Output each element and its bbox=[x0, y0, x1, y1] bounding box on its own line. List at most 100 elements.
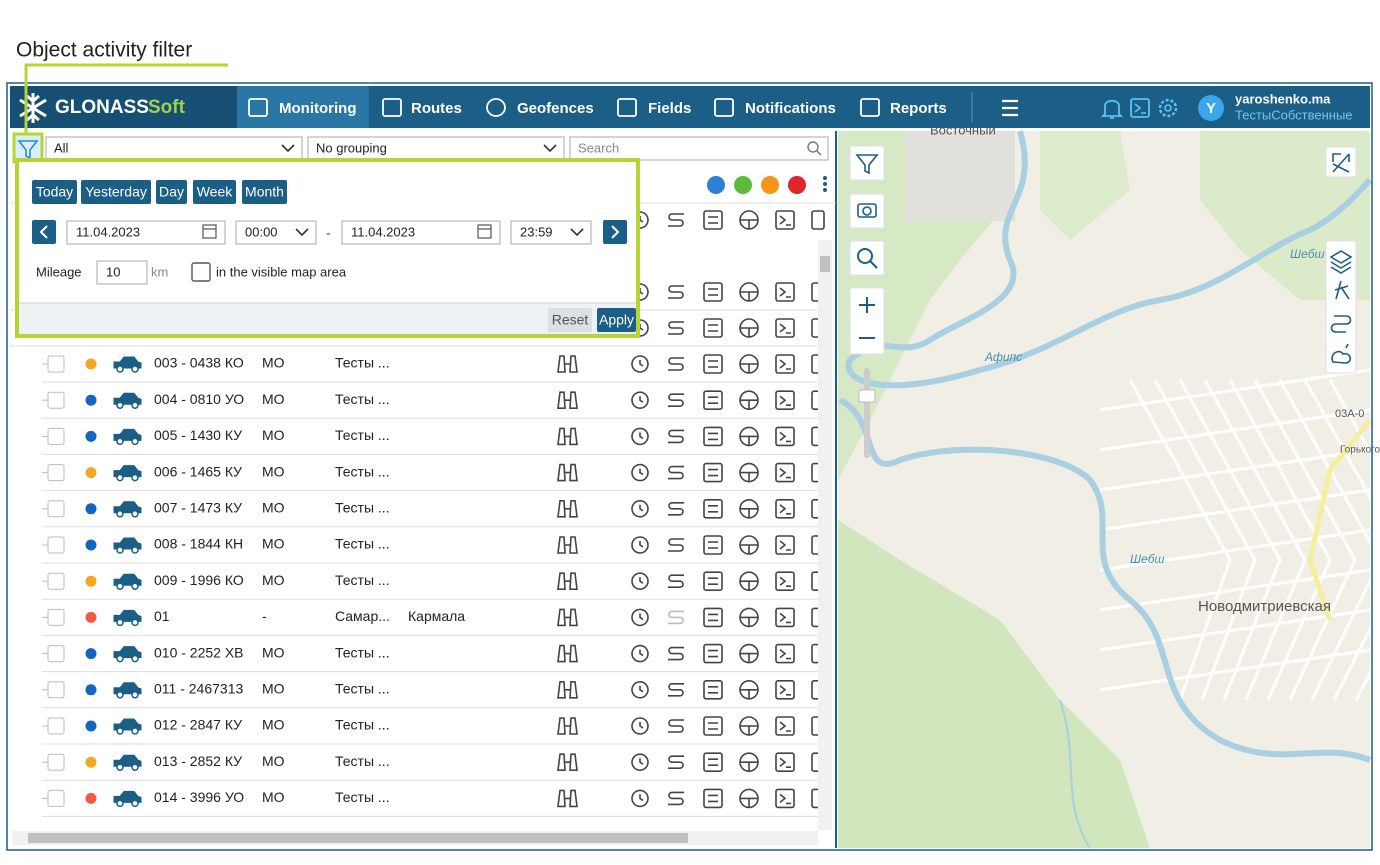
icon-driver bbox=[740, 327, 758, 337]
map-button[interactable] bbox=[849, 145, 885, 181]
nav-icon bbox=[714, 98, 734, 117]
button[interactable] bbox=[597, 308, 636, 332]
icon-command bbox=[779, 576, 791, 587]
object-name: 012 - 2847 КУ bbox=[154, 717, 242, 733]
zoom-handle[interactable] bbox=[858, 389, 876, 403]
icon-info bbox=[708, 649, 718, 658]
row-checkbox[interactable] bbox=[47, 608, 65, 626]
button[interactable] bbox=[81, 180, 151, 204]
icon-command bbox=[779, 757, 791, 768]
input[interactable] bbox=[510, 220, 592, 245]
icon-car bbox=[113, 356, 142, 369]
input[interactable] bbox=[341, 220, 501, 245]
button[interactable] bbox=[32, 180, 77, 204]
row-checkbox[interactable] bbox=[47, 753, 65, 771]
row-checkbox[interactable] bbox=[47, 391, 65, 409]
chevron bbox=[281, 144, 295, 153]
map-button[interactable] bbox=[849, 240, 885, 276]
select-value: No grouping bbox=[316, 140, 387, 155]
icon-track bbox=[668, 719, 684, 733]
icon-track bbox=[668, 683, 684, 697]
object-region: МО bbox=[262, 681, 285, 697]
icon-history bbox=[631, 355, 649, 373]
status-filter[interactable] bbox=[734, 176, 752, 194]
status-filter[interactable] bbox=[761, 176, 779, 194]
visible-area-checkbox[interactable] bbox=[191, 262, 211, 282]
object-region: МО bbox=[262, 391, 285, 407]
status-dot bbox=[85, 756, 97, 768]
row-checkbox[interactable] bbox=[47, 355, 65, 373]
icon-history bbox=[631, 536, 649, 554]
nav-item[interactable]: Notifications bbox=[745, 100, 836, 117]
river bbox=[838, 397, 1372, 763]
icon-track bbox=[668, 502, 684, 516]
map-label: Горького bbox=[1340, 445, 1380, 456]
icon-info bbox=[708, 541, 718, 549]
input[interactable] bbox=[66, 220, 226, 245]
icon-info bbox=[703, 643, 723, 664]
object-name: 009 - 1996 КО bbox=[154, 572, 244, 588]
icon-track bbox=[668, 321, 684, 335]
h-scroll-thumb[interactable] bbox=[28, 833, 688, 843]
button[interactable] bbox=[548, 308, 592, 332]
street bbox=[1228, 379, 1332, 701]
menu-dot bbox=[823, 182, 827, 186]
next-button[interactable] bbox=[603, 220, 627, 244]
avatar[interactable] bbox=[1198, 95, 1224, 121]
row-checkbox[interactable] bbox=[47, 536, 65, 554]
icon-command bbox=[775, 607, 795, 628]
button[interactable] bbox=[193, 180, 236, 204]
nav-icon bbox=[860, 98, 880, 117]
row-checkbox[interactable] bbox=[47, 500, 65, 518]
icon-command bbox=[775, 679, 795, 700]
map-button[interactable] bbox=[849, 193, 885, 229]
icon-command bbox=[779, 467, 791, 479]
icon-terminal bbox=[1134, 103, 1146, 114]
icon-command bbox=[779, 431, 791, 443]
select[interactable] bbox=[45, 136, 303, 161]
icon-driver bbox=[740, 291, 758, 301]
icon-info bbox=[708, 360, 718, 368]
map-button[interactable] bbox=[849, 287, 885, 355]
icon-settings bbox=[1158, 98, 1178, 118]
icon-history bbox=[631, 717, 649, 735]
icon-command bbox=[779, 648, 791, 660]
object-place: Кармала bbox=[408, 608, 465, 624]
search-input[interactable] bbox=[569, 136, 829, 161]
icon-info bbox=[703, 354, 723, 374]
icon-command bbox=[779, 395, 791, 406]
button[interactable] bbox=[242, 180, 287, 204]
map-button[interactable] bbox=[1325, 240, 1357, 374]
car-wheel bbox=[131, 510, 139, 518]
logo-accent: Soft bbox=[148, 97, 186, 118]
icon-binoculars bbox=[557, 681, 578, 699]
nav-item[interactable]: Routes bbox=[411, 100, 462, 117]
icon-car bbox=[113, 501, 142, 514]
row-checkbox[interactable] bbox=[47, 427, 65, 445]
nav-item[interactable]: Monitoring bbox=[279, 100, 356, 117]
status-filter[interactable] bbox=[707, 176, 725, 194]
button[interactable] bbox=[156, 180, 187, 204]
user-name: yaroshenko.ma bbox=[1235, 91, 1331, 106]
row-checkbox[interactable] bbox=[47, 572, 65, 590]
row-checkbox[interactable] bbox=[47, 464, 65, 482]
row-checkbox[interactable] bbox=[47, 681, 65, 699]
row-checkbox[interactable] bbox=[47, 717, 65, 735]
mileage-input[interactable] bbox=[96, 260, 148, 285]
app-frame bbox=[6, 82, 1373, 851]
search-placeholder: Search bbox=[578, 140, 619, 155]
status-dot bbox=[85, 720, 97, 732]
button-label: Reset bbox=[552, 312, 589, 328]
v-scroll-thumb[interactable] bbox=[820, 256, 830, 272]
input[interactable] bbox=[235, 220, 317, 245]
icon-history bbox=[639, 468, 644, 476]
row-checkbox[interactable] bbox=[47, 789, 65, 807]
street bbox=[1099, 448, 1371, 492]
nav-item[interactable]: Fields bbox=[648, 100, 691, 117]
status-filter[interactable] bbox=[788, 176, 806, 194]
nav-item[interactable]: Reports bbox=[890, 100, 947, 117]
row-checkbox[interactable] bbox=[47, 645, 65, 663]
street bbox=[1099, 568, 1371, 612]
prev-button[interactable] bbox=[32, 220, 56, 244]
nav-item[interactable]: Geofences bbox=[517, 100, 594, 117]
